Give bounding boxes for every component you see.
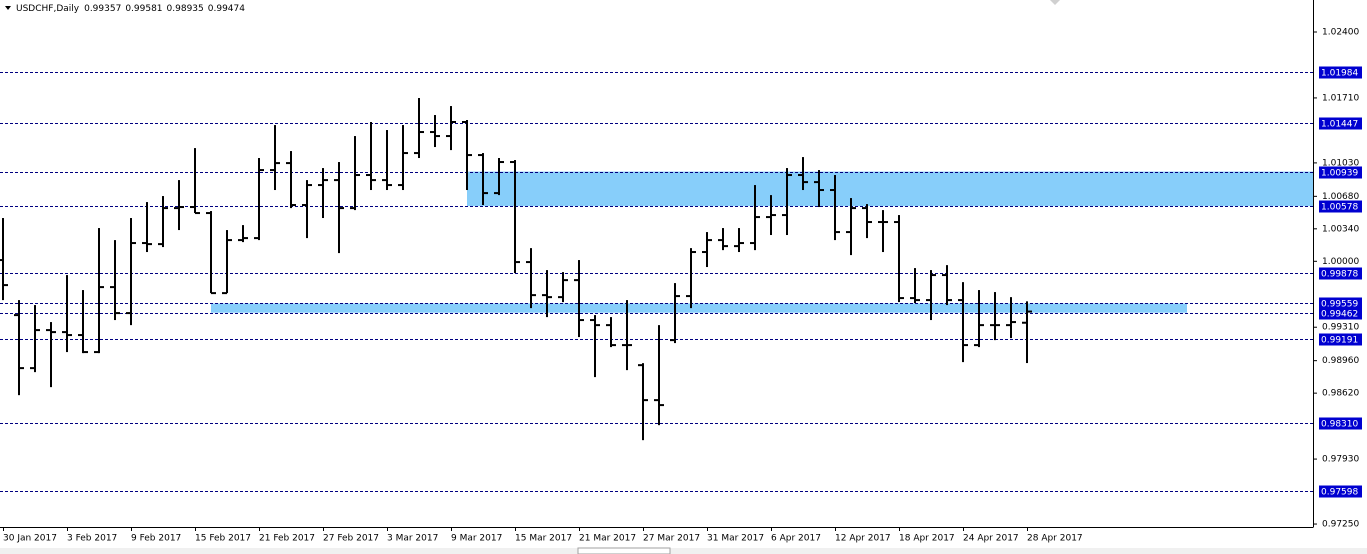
x-tick-label: 21 Mar 2017 xyxy=(579,534,636,544)
x-tick-label: 31 Mar 2017 xyxy=(707,534,764,544)
zones xyxy=(211,171,1313,313)
y-tick-label: 1.02400 xyxy=(1322,28,1359,38)
chart-header: USDCHF,Daily 0.99357 0.99581 0.98935 0.99474 xyxy=(16,4,245,14)
x-tick-label: 30 Jan 2017 xyxy=(3,534,57,544)
y-tick-label: 0.97250 xyxy=(1322,520,1359,530)
level-label-box xyxy=(1319,417,1362,430)
x-tick-label: 27 Feb 2017 xyxy=(323,534,379,544)
y-tick-label: 1.00680 xyxy=(1322,192,1359,202)
x-tick-label: 27 Mar 2017 xyxy=(643,534,700,544)
x-tick-label: 24 Apr 2017 xyxy=(963,534,1019,544)
level-label: 0.97598 xyxy=(1321,488,1358,498)
header-high: 0.99581 xyxy=(125,4,162,14)
x-tick-label: 12 Apr 2017 xyxy=(835,534,891,544)
y-tick-label: 1.00000 xyxy=(1322,257,1359,267)
zone xyxy=(467,171,1313,207)
level-label: 0.99191 xyxy=(1321,336,1358,346)
tab[interactable] xyxy=(577,547,671,554)
x-tick-label: 9 Feb 2017 xyxy=(131,534,181,544)
x-tick-label: 9 Mar 2017 xyxy=(451,534,502,544)
level-label: 0.99559 xyxy=(1321,300,1358,310)
level-label-box xyxy=(1319,166,1362,179)
x-tick-label: 3 Mar 2017 xyxy=(387,534,438,544)
y-tick-label: 0.98960 xyxy=(1322,356,1359,366)
menu-arrow[interactable] xyxy=(5,6,11,10)
level-label: 0.99462 xyxy=(1321,310,1358,320)
level-label-box xyxy=(1319,307,1362,320)
y-tick-label: 0.99310 xyxy=(1322,323,1359,333)
scroll-marker xyxy=(1050,0,1060,5)
level-label-box xyxy=(1319,333,1362,346)
level-label: 1.01447 xyxy=(1321,120,1358,130)
y-tick-label: 0.97930 xyxy=(1322,455,1359,465)
level-label-box xyxy=(1319,117,1362,130)
x-tick-label: 3 Feb 2017 xyxy=(67,534,117,544)
level-label: 1.00939 xyxy=(1321,169,1358,179)
x-tick-label: 18 Apr 2017 xyxy=(899,534,955,544)
x-tick-label: 6 Apr 2017 xyxy=(771,534,821,544)
chart-title: USDCHF,Daily xyxy=(16,4,80,14)
levels xyxy=(0,72,1313,492)
bars xyxy=(0,98,1032,441)
level-label: 0.99878 xyxy=(1321,270,1358,280)
header-close: 0.99474 xyxy=(208,4,245,14)
x-tick-label: 15 Mar 2017 xyxy=(515,534,572,544)
header-low: 0.98935 xyxy=(167,4,204,14)
header-open: 0.99357 xyxy=(84,4,121,14)
level-label: 1.00578 xyxy=(1321,203,1358,213)
level-label: 1.01984 xyxy=(1321,69,1358,79)
level-label-box xyxy=(1319,267,1362,280)
y-tick-label: 1.01030 xyxy=(1322,158,1359,168)
level-label-box xyxy=(1319,297,1362,310)
tab-strip xyxy=(0,548,1367,554)
level-label-box xyxy=(1319,485,1362,498)
level-label: 0.98310 xyxy=(1321,420,1358,430)
level-label-box xyxy=(1319,200,1362,213)
y-tick-label: 1.01710 xyxy=(1322,93,1359,103)
zone xyxy=(211,303,1187,313)
x-tick-label: 15 Feb 2017 xyxy=(195,534,251,544)
level-label-box xyxy=(1319,66,1362,79)
y-tick-label: 0.98620 xyxy=(1322,389,1359,399)
x-tick-label: 28 Apr 2017 xyxy=(1027,534,1083,544)
axis: 1.02400 1.01710 1.01030 1.00680 1.00340 1.000… xyxy=(3,28,1362,544)
y-tick-label: 1.00340 xyxy=(1322,224,1359,234)
x-tick-label: 21 Feb 2017 xyxy=(259,534,315,544)
